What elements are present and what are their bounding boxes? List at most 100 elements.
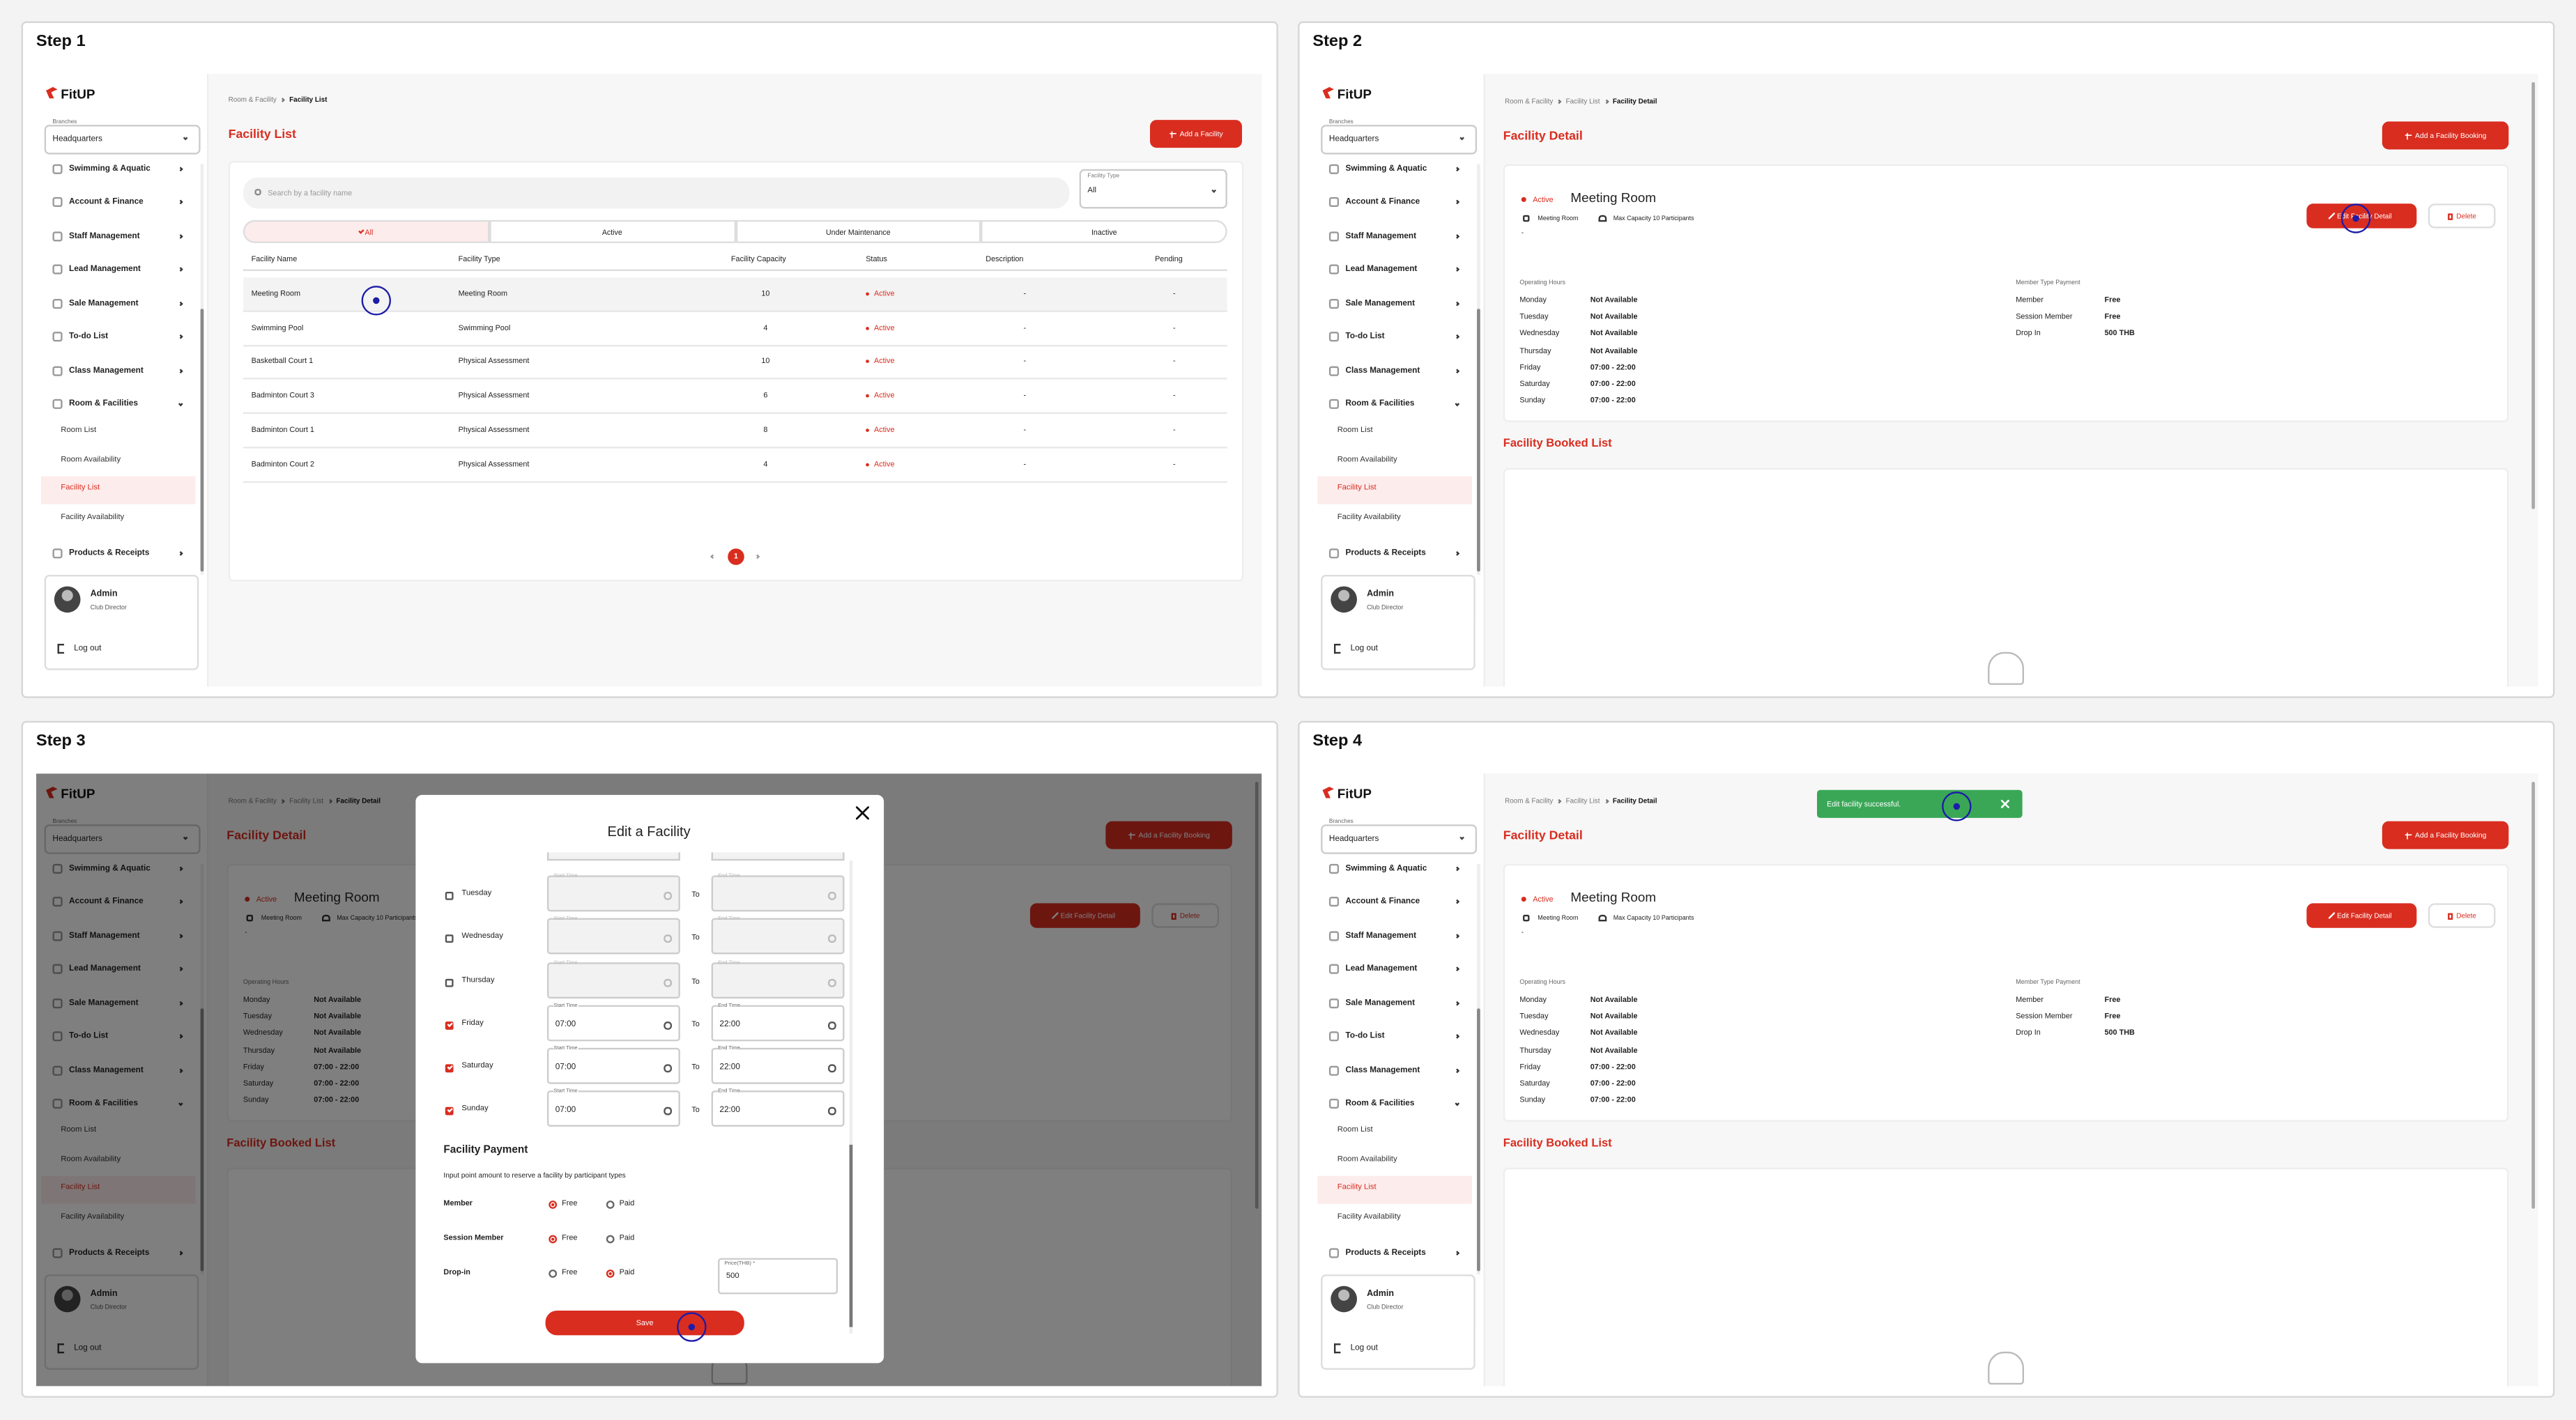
submenu-item[interactable]: Facility List xyxy=(1337,484,1377,493)
day-checkbox[interactable] xyxy=(445,1106,454,1115)
submenu-item[interactable]: Room Availability xyxy=(61,456,121,465)
logout[interactable]: Log out xyxy=(1350,1343,1378,1353)
time-input[interactable] xyxy=(711,918,845,955)
logout[interactable]: Log out xyxy=(1350,643,1378,654)
submenu-item[interactable]: Room List xyxy=(1337,1126,1373,1135)
branch-select[interactable] xyxy=(44,125,201,155)
submenu-item[interactable]: Room Availability xyxy=(1337,456,1397,465)
radio[interactable] xyxy=(549,1268,558,1277)
menu-item[interactable]: Sale Management xyxy=(1345,998,1416,1008)
filter-tab[interactable]: Inactive xyxy=(981,219,1227,243)
menu-item[interactable]: Account & Finance xyxy=(1345,196,1420,207)
filter-tab[interactable]: Under Maintenance xyxy=(735,219,981,243)
page-button[interactable] xyxy=(728,548,744,565)
save-button[interactable]: Save xyxy=(545,1311,744,1336)
time-input[interactable] xyxy=(546,962,680,999)
add-booking-button[interactable]: Add a Facility Booking xyxy=(2382,821,2509,849)
price-input[interactable] xyxy=(718,1258,838,1295)
breadcrumb-item[interactable]: Facility List xyxy=(1565,97,1600,105)
status-dot xyxy=(866,360,869,363)
add-facility-button[interactable]: Add a Facility xyxy=(1150,120,1242,148)
menu-item[interactable]: Room & Facilities xyxy=(69,399,138,409)
menu-item[interactable]: Products & Receipts xyxy=(1345,1247,1426,1258)
radio[interactable] xyxy=(606,1199,615,1208)
menu-item[interactable]: Class Management xyxy=(1345,1065,1420,1076)
menu-item[interactable]: Lead Management xyxy=(69,263,141,275)
menu-item[interactable]: Room & Facilities xyxy=(1345,399,1415,409)
radio[interactable] xyxy=(549,1199,558,1208)
submenu-item[interactable]: Facility Availability xyxy=(61,514,125,523)
time-input[interactable] xyxy=(546,918,680,955)
menu-item[interactable]: Sale Management xyxy=(1345,298,1416,309)
menu-item[interactable]: Class Management xyxy=(1345,366,1420,376)
time-input[interactable] xyxy=(546,1090,680,1127)
menu-item[interactable]: Products & Receipts xyxy=(1345,548,1426,558)
breadcrumb-item[interactable]: Room & Facility xyxy=(228,95,277,104)
close-button[interactable] xyxy=(856,806,869,820)
submenu-item[interactable]: Facility List xyxy=(1337,1184,1377,1192)
time-input[interactable] xyxy=(711,1090,845,1127)
submenu-item[interactable]: Facility List xyxy=(61,484,100,493)
time-input[interactable] xyxy=(546,1047,680,1084)
table-row[interactable] xyxy=(243,449,1227,482)
menu-item[interactable]: Staff Management xyxy=(1345,930,1417,941)
avatar xyxy=(54,586,81,613)
breadcrumb-item[interactable]: Room & Facility xyxy=(1505,97,1554,105)
submenu-item[interactable]: Facility Availability xyxy=(1337,514,1401,523)
time-input[interactable] xyxy=(711,1047,845,1084)
delete-button[interactable]: Delete xyxy=(2428,903,2496,928)
breadcrumb-item[interactable]: Room & Facility xyxy=(1505,796,1554,805)
table-row[interactable] xyxy=(243,312,1227,346)
radio[interactable] xyxy=(606,1234,615,1243)
branch-select[interactable] xyxy=(1321,125,1478,155)
search-input[interactable] xyxy=(243,177,1070,209)
submenu-item[interactable]: Facility Availability xyxy=(1337,1213,1401,1222)
radio[interactable] xyxy=(549,1234,558,1243)
time-input[interactable] xyxy=(711,875,845,912)
branch-select[interactable] xyxy=(1321,824,1478,854)
menu-item[interactable]: Sale Management xyxy=(69,298,139,309)
time-input[interactable] xyxy=(711,1005,845,1042)
menu-item[interactable]: To-do List xyxy=(69,331,109,341)
filter-tab[interactable]: Active xyxy=(489,219,735,243)
day-checkbox[interactable] xyxy=(445,890,454,900)
menu-item[interactable]: Account & Finance xyxy=(69,196,144,207)
logout[interactable]: Log out xyxy=(74,643,102,654)
time-input[interactable] xyxy=(546,1005,680,1042)
table-row[interactable] xyxy=(243,380,1227,413)
menu-item[interactable]: Lead Management xyxy=(1345,263,1418,275)
day-checkbox[interactable] xyxy=(445,1063,454,1072)
radio-label: Paid xyxy=(619,1267,635,1276)
day-checkbox[interactable] xyxy=(445,978,454,987)
type-select[interactable] xyxy=(1079,169,1227,209)
day-checkbox[interactable] xyxy=(445,1020,454,1029)
menu-item[interactable]: Swimming & Aquatic xyxy=(1345,863,1427,874)
day-checkbox[interactable] xyxy=(445,934,454,942)
table-row[interactable] xyxy=(243,277,1227,311)
time-input[interactable] xyxy=(711,962,845,999)
table-row[interactable] xyxy=(243,414,1227,448)
menu-item[interactable]: Class Management xyxy=(69,366,144,376)
menu-item[interactable]: Swimming & Aquatic xyxy=(69,164,151,174)
menu-item[interactable]: Room & Facilities xyxy=(1345,1098,1415,1109)
menu-item[interactable]: Lead Management xyxy=(1345,964,1418,974)
menu-item[interactable]: Staff Management xyxy=(1345,231,1417,241)
radio[interactable] xyxy=(606,1268,615,1277)
breadcrumb-item[interactable]: Facility List xyxy=(1565,796,1600,805)
toast-close[interactable] xyxy=(2001,799,2009,808)
filter-tab[interactable]: All xyxy=(243,219,489,243)
edit-facility-button[interactable]: Edit Facility Detail xyxy=(2306,903,2417,928)
menu-item[interactable]: Products & Receipts xyxy=(69,548,150,558)
add-booking-button[interactable]: Add a Facility Booking xyxy=(2382,121,2509,150)
table-row[interactable] xyxy=(243,345,1227,379)
delete-button[interactable]: Delete xyxy=(2428,203,2496,229)
submenu-item[interactable]: Room List xyxy=(1337,426,1373,435)
menu-item[interactable]: Staff Management xyxy=(69,231,140,241)
time-input[interactable] xyxy=(546,875,680,912)
submenu-item[interactable]: Room Availability xyxy=(1337,1156,1397,1164)
menu-item[interactable]: To-do List xyxy=(1345,331,1385,341)
menu-item[interactable]: Account & Finance xyxy=(1345,896,1420,906)
submenu-item[interactable]: Room List xyxy=(61,426,97,435)
menu-item[interactable]: Swimming & Aquatic xyxy=(1345,164,1427,174)
menu-item[interactable]: To-do List xyxy=(1345,1031,1385,1041)
